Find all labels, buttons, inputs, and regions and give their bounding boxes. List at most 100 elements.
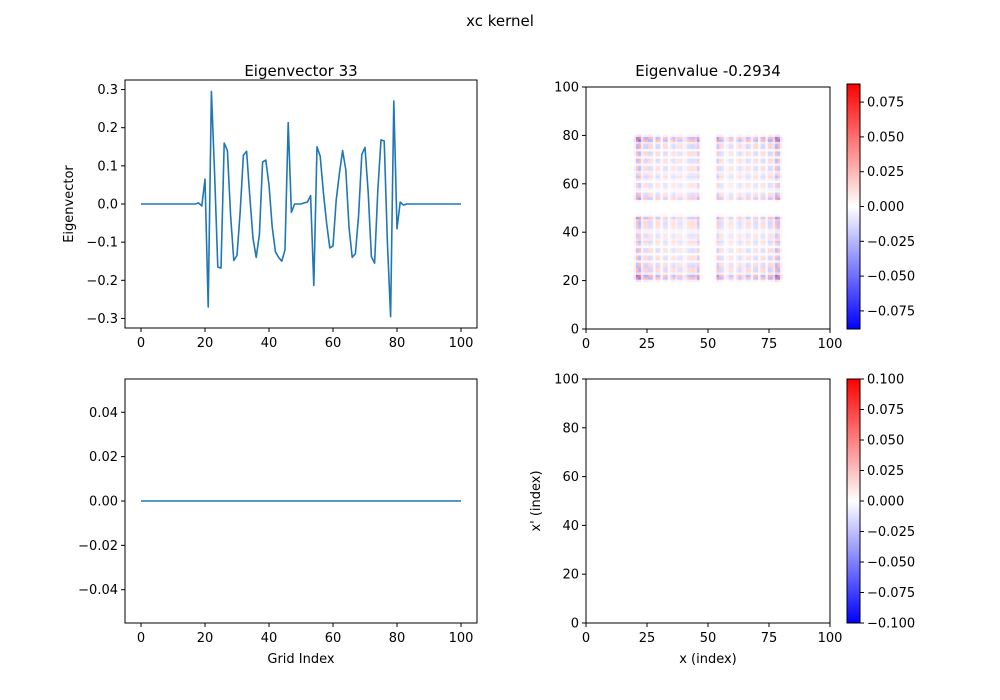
heatmap-cell — [777, 276, 781, 280]
heatmap-cell — [628, 221, 632, 225]
heatmap-cell — [714, 134, 717, 137]
heatmap-cell — [677, 240, 681, 244]
heatmap-cell — [682, 228, 686, 232]
heatmap-cell — [731, 185, 734, 188]
heatmap-cell — [692, 168, 695, 171]
heatmap-cell — [738, 158, 742, 162]
heatmap-cell — [628, 272, 632, 275]
heatmap-cell — [665, 260, 669, 263]
heatmap-cell — [733, 257, 737, 261]
heatmap-cell — [687, 235, 690, 239]
heatmap-cell — [655, 197, 659, 200]
heatmap-cell — [645, 255, 649, 258]
heatmap-cell — [726, 267, 730, 271]
heatmap-cell — [672, 160, 676, 164]
heatmap-cell — [748, 197, 751, 200]
heatmap-cell — [662, 158, 666, 162]
heatmap-cell — [731, 160, 734, 164]
heatmap-cell — [777, 177, 781, 181]
heatmap-cell — [670, 172, 673, 176]
heatmap-cell — [767, 146, 771, 150]
heatmap-cell — [726, 197, 730, 200]
heatmap-cell — [718, 197, 722, 200]
heatmap-cell — [679, 274, 683, 278]
heatmap-cell — [733, 214, 737, 217]
heatmap-cell — [782, 223, 786, 227]
heatmap-cell — [777, 163, 781, 166]
heatmap-cell — [697, 153, 700, 157]
colorbar-tick-label: −0.075 — [867, 304, 915, 319]
heatmap-cell — [767, 168, 771, 171]
heatmap-cell — [636, 168, 639, 171]
heatmap-cell — [745, 204, 749, 208]
heatmap-cell — [775, 228, 778, 232]
heatmap-cell — [775, 218, 778, 222]
heatmap-cell — [723, 214, 727, 217]
heatmap-cell — [714, 250, 717, 254]
heatmap-cell — [784, 160, 788, 164]
heatmap-cell — [718, 170, 722, 174]
heatmap-cell — [645, 172, 649, 176]
heatmap-cell — [745, 192, 749, 195]
heatmap-cell — [655, 262, 659, 266]
heatmap-cell — [748, 131, 751, 135]
heatmap-cell — [731, 238, 734, 241]
heatmap-cell — [762, 182, 766, 186]
heatmap-cell — [753, 279, 756, 283]
heatmap-cell — [755, 177, 759, 181]
heatmap-cell — [697, 267, 700, 271]
heatmap-cell — [748, 148, 751, 152]
heatmap-cell — [694, 165, 698, 169]
heatmap-cell — [745, 143, 749, 147]
heatmap-cell — [767, 131, 771, 135]
heatmap-cell — [672, 185, 676, 188]
heatmap-cell — [633, 151, 637, 154]
heatmap-cell — [648, 245, 651, 249]
heatmap-cell — [731, 187, 734, 191]
heatmap-cell — [743, 279, 747, 283]
heatmap-cell — [662, 148, 666, 152]
heatmap-cell — [738, 238, 742, 241]
heatmap-cell — [694, 218, 698, 222]
heatmap-cell — [628, 201, 632, 205]
heatmap-cell — [636, 185, 639, 188]
heatmap-cell — [721, 243, 725, 246]
heatmap-cell — [772, 243, 776, 246]
heatmap-cell — [677, 201, 681, 205]
heatmap-cell — [697, 155, 700, 159]
heatmap-cell — [765, 223, 769, 227]
heatmap-cell — [765, 182, 769, 186]
heatmap-cell — [655, 187, 659, 191]
heatmap-cell — [643, 141, 647, 145]
heatmap-cell — [692, 235, 695, 239]
heatmap-cell — [767, 160, 771, 164]
heatmap-cell — [675, 281, 678, 285]
heatmap-cell — [631, 155, 634, 159]
heatmap-cell — [648, 129, 651, 133]
heatmap-cell — [728, 226, 732, 229]
heatmap-cell — [770, 143, 773, 147]
heatmap-cell — [653, 228, 656, 232]
heatmap-cell — [682, 218, 686, 222]
heatmap-cell — [767, 141, 771, 145]
heatmap-cell — [772, 194, 776, 198]
heatmap-cell — [733, 141, 737, 145]
heatmap-cell — [758, 221, 761, 225]
heatmap-cell — [677, 158, 681, 162]
heatmap-cell — [736, 158, 739, 162]
heatmap-cell — [718, 216, 722, 220]
heatmap-cell — [723, 238, 727, 241]
heatmap-cell — [650, 272, 654, 275]
heatmap-cell — [760, 172, 764, 176]
heatmap-cell — [743, 269, 747, 273]
heatmap-cell — [660, 257, 664, 261]
heatmap-cell — [655, 155, 659, 159]
heatmap-cell — [745, 245, 749, 249]
heatmap-cell — [645, 214, 649, 217]
heatmap-cell — [643, 155, 647, 159]
heatmap-cell — [762, 136, 766, 140]
heatmap-cell — [689, 172, 693, 176]
heatmap-cell — [679, 223, 683, 227]
heatmap-cell — [640, 180, 644, 183]
heatmap-cell — [684, 247, 688, 251]
